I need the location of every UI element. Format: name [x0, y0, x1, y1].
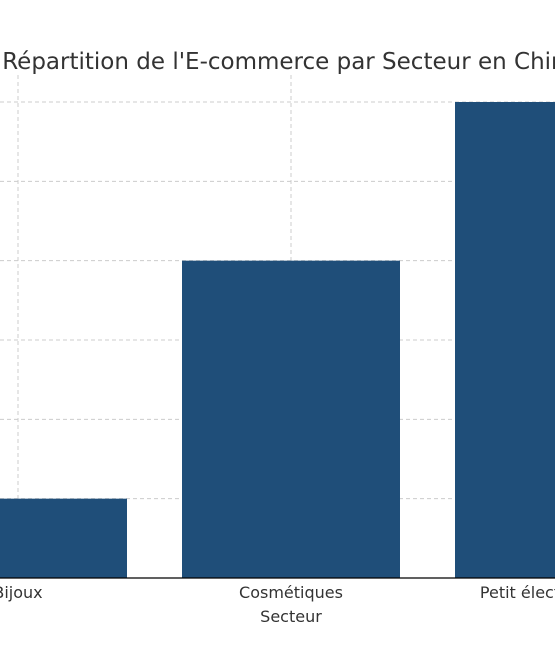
bars [0, 102, 555, 578]
bar-1 [182, 260, 400, 578]
bar-0 [0, 498, 127, 578]
x-tick-label: Cosmétiques [239, 583, 343, 602]
bar-2 [455, 102, 555, 578]
x-tick-label: Bijoux [0, 583, 43, 602]
x-tick-label: Petit électroménager [480, 583, 555, 602]
x-axis-label: Secteur [260, 607, 322, 626]
x-tick-labels: Bijoux Cosmétiques Petit électroménager [0, 583, 555, 602]
chart-title: Répartition de l'E-commerce par Secteur … [2, 49, 555, 75]
